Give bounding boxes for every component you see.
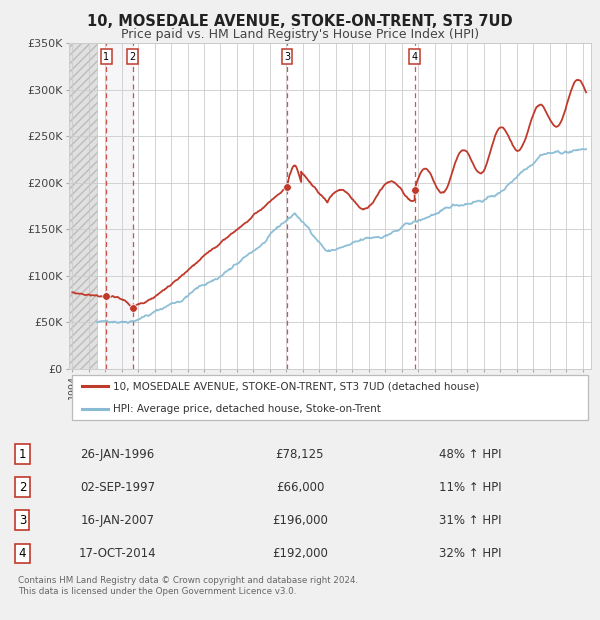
Text: 2: 2: [19, 480, 26, 494]
Text: 31% ↑ HPI: 31% ↑ HPI: [439, 514, 502, 527]
Text: 1: 1: [103, 51, 109, 61]
Text: 02-SEP-1997: 02-SEP-1997: [80, 480, 155, 494]
Text: 48% ↑ HPI: 48% ↑ HPI: [439, 448, 502, 461]
FancyBboxPatch shape: [71, 375, 589, 420]
Text: Price paid vs. HM Land Registry's House Price Index (HPI): Price paid vs. HM Land Registry's House …: [121, 28, 479, 41]
Bar: [106, 43, 133, 369]
Text: £78,125: £78,125: [276, 448, 324, 461]
Text: 2: 2: [130, 51, 136, 61]
Text: 10, MOSEDALE AVENUE, STOKE-ON-TRENT, ST3 7UD (detached house): 10, MOSEDALE AVENUE, STOKE-ON-TRENT, ST3…: [113, 381, 480, 391]
Text: 16-JAN-2007: 16-JAN-2007: [81, 514, 155, 527]
Text: 4: 4: [412, 51, 418, 61]
Text: 3: 3: [19, 514, 26, 527]
Text: 32% ↑ HPI: 32% ↑ HPI: [439, 547, 502, 560]
Bar: [69, 43, 97, 369]
Text: 1: 1: [19, 448, 26, 461]
Text: £66,000: £66,000: [276, 480, 324, 494]
Text: Contains HM Land Registry data © Crown copyright and database right 2024.
This d: Contains HM Land Registry data © Crown c…: [18, 577, 358, 596]
Text: HPI: Average price, detached house, Stoke-on-Trent: HPI: Average price, detached house, Stok…: [113, 404, 381, 414]
Text: 3: 3: [284, 51, 290, 61]
Text: 26-JAN-1996: 26-JAN-1996: [80, 448, 155, 461]
Text: 11% ↑ HPI: 11% ↑ HPI: [439, 480, 502, 494]
Text: 17-OCT-2014: 17-OCT-2014: [79, 547, 157, 560]
Text: £192,000: £192,000: [272, 547, 328, 560]
Text: 4: 4: [19, 547, 26, 560]
Text: 10, MOSEDALE AVENUE, STOKE-ON-TRENT, ST3 7UD: 10, MOSEDALE AVENUE, STOKE-ON-TRENT, ST3…: [87, 14, 513, 29]
Text: £196,000: £196,000: [272, 514, 328, 527]
